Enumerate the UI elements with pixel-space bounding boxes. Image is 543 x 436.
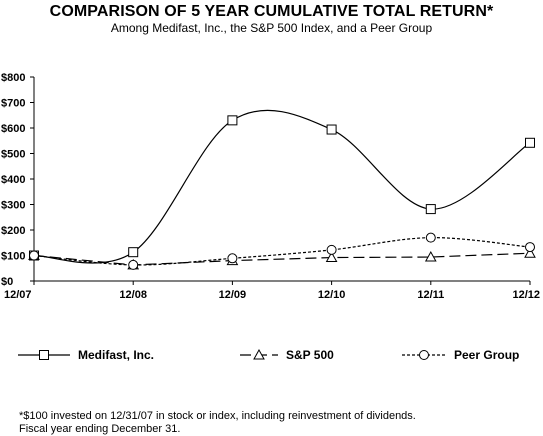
x-tick-label: 12/10 (318, 289, 346, 301)
x-tick-label: 12/09 (219, 289, 247, 301)
data-point-s-p-500-triangle-marker (524, 247, 536, 258)
footnote: *$100 invested on 12/31/07 in stock or i… (19, 410, 416, 436)
y-tick-label: $100 (1, 251, 25, 263)
data-point-peer-group-circle-marker (525, 242, 535, 253)
data-point-s-p-500-triangle-marker (424, 251, 437, 262)
chart-title: COMPARISON OF 5 YEAR CUMULATIVE TOTAL RE… (49, 3, 494, 20)
data-point-medifast-inc-square-marker (128, 247, 139, 258)
x-tick-label: 12/11 (417, 289, 444, 301)
data-point-peer-group-circle-marker (425, 232, 436, 243)
series-line-s-p-500 (33, 252, 531, 266)
y-tick-label: $300 (1, 200, 25, 212)
y-tick-label: $200 (1, 225, 25, 237)
line-chart: $0 $100 $200 $300 $400 $500 $600 $700 $800 12/07 1… (1, 72, 540, 362)
data-point-medifast-inc-square-marker (227, 115, 238, 126)
series-line-medifast-inc (33, 109, 531, 264)
x-tick-label: 12/07 (4, 289, 32, 301)
y-tick-label: $500 (1, 149, 25, 161)
data-point-medifast-inc-square-marker (525, 137, 535, 148)
data-point-medifast-inc-square-marker (326, 124, 337, 135)
y-tick-label: $600 (1, 123, 25, 135)
x-tick-label: 12/08 (119, 289, 147, 301)
chart-subtitle: Among Medifast, Inc., the S&P 500 Index,… (110, 21, 433, 35)
data-point-peer-group-circle-marker (326, 244, 337, 255)
legend-s-p-500-triangle-marker (253, 348, 265, 360)
series-line-peer-group (33, 237, 531, 266)
data-point-peer-group-circle-marker (29, 250, 39, 261)
y-tick-label: $0 (1, 276, 13, 288)
x-tick-label: 12/12 (512, 289, 540, 301)
data-point-peer-group-circle-marker (227, 253, 238, 264)
footnote-line-1: *$100 invested on 12/31/07 in stock or i… (19, 410, 416, 422)
legend-label-medifast-inc: Medifast, Inc. (78, 348, 154, 362)
data-point-medifast-inc-square-marker (425, 204, 436, 215)
y-tick-label: $400 (1, 174, 25, 186)
data-point-peer-group-circle-marker (128, 259, 139, 270)
legend-medifast-inc-square-marker (39, 350, 49, 360)
legend-label-s-p-500: S&P 500 (286, 348, 334, 362)
y-tick-label: $800 (1, 72, 25, 84)
legend-peer-group-circle-marker (419, 350, 429, 360)
y-tick-label: $700 (1, 98, 25, 110)
data-point-s-p-500-triangle-marker (325, 251, 338, 263)
legend-label-peer-group: Peer Group (454, 348, 519, 362)
footnote-line-2: Fiscal year ending December 31. (19, 423, 181, 435)
